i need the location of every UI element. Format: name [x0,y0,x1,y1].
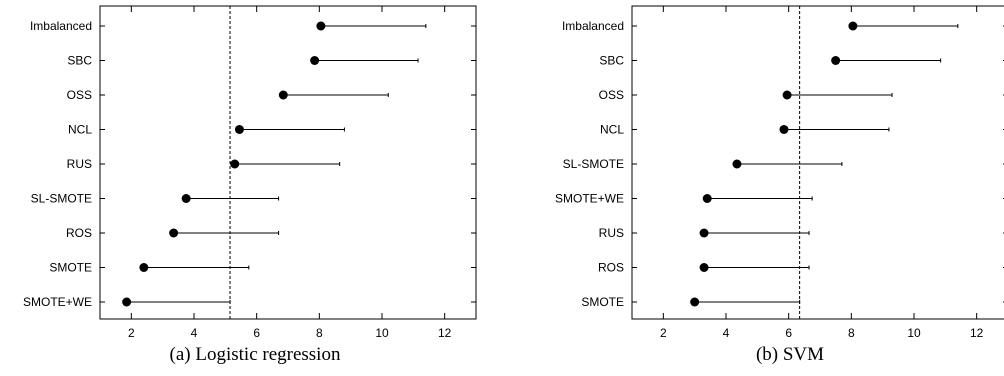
rank-point [278,90,288,100]
row-sbc: SBC [67,54,476,68]
row-label: NCL [600,123,624,137]
row-label: RUS [67,157,92,171]
row-rus: RUS [67,157,476,171]
row-smote-we: SMOTE+WE [555,192,1004,206]
rank-point [732,159,742,169]
row-smote: SMOTE [49,261,476,275]
row-label: SMOTE [581,295,624,309]
x-tick-label: 10 [907,326,921,340]
row-oss: OSS [67,88,476,102]
rank-point [848,21,858,31]
row-imbalanced: Imbalanced [562,19,1004,33]
row-label: ROS [66,226,92,240]
rank-point [779,125,789,134]
x-tick-label: 12 [438,326,452,340]
x-tick-label: 2 [128,326,135,340]
plot-frame [631,5,1004,320]
row-smote: SMOTE [581,295,1004,309]
rank-point [139,263,149,272]
plot-frame [99,5,477,320]
row-oss: OSS [599,88,1004,102]
rank-point [782,90,792,100]
row-sl-smote: SL-SMOTE [563,157,1004,171]
row-ros: ROS [66,226,476,240]
rank-point [230,159,240,169]
x-tick-label: 6 [785,326,792,340]
rank-point [169,228,179,238]
x-tick-label: 2 [660,326,667,340]
row-imbalanced: Imbalanced [30,19,476,33]
x-tick-label: 6 [253,326,260,340]
rank-point [831,56,841,65]
row-label: SL-SMOTE [31,192,92,206]
row-label: OSS [67,88,92,102]
rank-point [702,194,712,203]
rank-point [234,125,244,134]
row-label: SL-SMOTE [563,157,624,171]
row-label: Imbalanced [30,19,92,33]
chart-panel-a: 2 4 6 8 10 12 Imbalanced SBC OSS NCL RUS SL-SMOTE RO… [23,5,477,365]
row-label: SMOTE+WE [555,192,624,206]
row-label: SMOTE [49,261,92,275]
row-rus: RUS [599,226,1004,240]
row-label: SBC [599,54,624,68]
row-sbc: SBC [599,54,1004,68]
row-label: OSS [599,88,624,102]
rank-point [699,263,709,272]
x-tick-label: 12 [970,326,984,340]
rank-point [181,194,191,203]
row-label: SMOTE+WE [23,295,92,309]
x-tick-label: 8 [316,326,323,340]
row-label: ROS [598,261,624,275]
panel-caption: (a) Logistic regression [170,344,341,365]
row-sl-smote: SL-SMOTE [31,192,476,206]
row-ros: ROS [598,261,1004,275]
row-smote-we: SMOTE+WE [23,295,476,309]
rank-point [690,297,700,307]
x-tick-label: 4 [191,326,198,340]
rank-point [122,297,132,307]
row-label: RUS [599,226,624,240]
chart-panel-b: 2 4 6 8 10 12 Imbalanced SBC OSS NCL SL-SMOTE SMOTE… [555,5,1004,365]
row-label: NCL [68,123,92,137]
x-tick-label: 8 [848,326,855,340]
row-ncl: NCL [68,123,476,137]
rank-point [699,228,709,238]
row-ncl: NCL [600,123,1004,137]
rank-point [316,21,326,31]
row-label: Imbalanced [562,19,624,33]
x-tick-label: 4 [723,326,730,340]
rank-point [310,56,320,65]
row-label: SBC [67,54,92,68]
panel-caption: (b) SVM [756,344,824,365]
x-tick-label: 10 [375,326,389,340]
